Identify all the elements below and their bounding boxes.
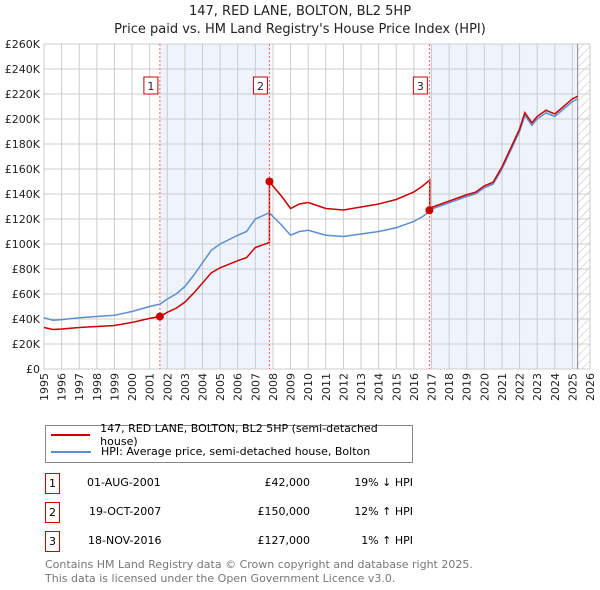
x-tick-label: 2013	[355, 373, 368, 401]
x-tick-label: 2001	[144, 373, 157, 401]
sale-point	[155, 312, 164, 321]
title-line: 147, RED LANE, BOLTON, BL2 5HP	[188, 4, 412, 19]
x-tick-label: 2006	[232, 373, 245, 401]
x-tick-label: 2019	[461, 373, 474, 401]
x-tick-label: 1998	[91, 373, 104, 401]
sale-label-box	[143, 76, 159, 95]
hpi-line	[43, 98, 578, 322]
y-tick-label: £60K	[12, 288, 41, 301]
y-tick-label: £140K	[5, 188, 41, 201]
x-tick-label: 2023	[531, 373, 544, 401]
x-tick-label: 2002	[161, 373, 174, 401]
x-tick-label: 2000	[126, 373, 139, 401]
chart-title: 147, RED LANE, BOLTON, BL2 5HP Price paid…	[0, 3, 600, 39]
footer: Contains HM Land Registry data © Crown c…	[45, 558, 473, 586]
sale-price: £150,000	[257, 505, 311, 518]
shaded-period	[159, 44, 270, 369]
y-tick-label: £260K	[5, 38, 41, 51]
sale-date: 18-NOV-2016	[88, 534, 162, 547]
x-tick-label: 2011	[320, 373, 333, 401]
x-tick-label: 1995	[38, 373, 51, 401]
sale-number: 2	[45, 502, 60, 523]
sale-label-box	[252, 76, 268, 95]
x-tick-label: 1997	[73, 373, 86, 401]
x-tick-label: 2005	[214, 373, 227, 401]
legend-item-hpi: HPI: Average price, semi-detached house,…	[51, 443, 412, 460]
footer-line: Contains HM Land Registry data © Crown c…	[45, 558, 473, 571]
y-tick-label: £120K	[5, 213, 41, 226]
shaded-period	[429, 44, 578, 369]
y-tick-label: £180K	[5, 138, 41, 151]
y-tick-label: £100K	[5, 238, 41, 251]
x-tick-label: 2021	[496, 373, 509, 401]
y-tick-label: £240K	[5, 63, 41, 76]
sale-point	[425, 206, 434, 215]
sale-price: £42,000	[264, 476, 311, 489]
x-tick-label: 1999	[108, 373, 121, 401]
property-price-line	[43, 95, 578, 331]
sale-label: 3	[417, 80, 424, 93]
y-tick-label: £40K	[12, 313, 41, 326]
red-line-swatch	[51, 433, 91, 436]
x-tick-label: 2016	[408, 373, 421, 401]
sale-label: 2	[257, 80, 264, 93]
forecast-hatch	[577, 44, 590, 369]
x-tick-label: 2020	[478, 373, 491, 401]
sale-number: 3	[45, 531, 60, 552]
x-tick-label: 2003	[179, 373, 192, 401]
legend-item-property: 147, RED LANE, BOLTON, BL2 5HP (semi-det…	[51, 422, 412, 448]
x-tick-label: 2007	[249, 373, 262, 401]
y-tick-label: £20K	[12, 338, 41, 351]
y-tick-label: £160K	[5, 163, 41, 176]
sale-date: 19-OCT-2007	[89, 505, 162, 518]
legend-label: HPI: Average price, semi-detached house,…	[101, 445, 371, 458]
x-tick-label: 2025	[566, 373, 579, 401]
sale-point	[265, 177, 274, 186]
x-tick-label: 2024	[549, 373, 562, 401]
sale-hpi: 12% ↑ HPI	[354, 505, 413, 518]
x-tick-label: 2008	[267, 373, 280, 401]
table-row: 2 19-OCT-2007 £150,000 12% ↑ HPI	[45, 502, 415, 523]
sale-number: 1	[45, 473, 60, 494]
sale-price: £127,000	[257, 534, 311, 547]
x-tick-label: 2022	[514, 373, 527, 401]
sale-hpi: 1% ↑ HPI	[361, 534, 413, 547]
sale-hpi: 19% ↓ HPI	[354, 476, 413, 489]
x-tick-label: 2017	[425, 373, 438, 401]
x-tick-label: 2010	[302, 373, 315, 401]
y-tick-label: £220K	[5, 88, 41, 101]
x-tick-label: 1996	[56, 373, 69, 401]
y-tick-label: £200K	[5, 113, 41, 126]
legend: 147, RED LANE, BOLTON, BL2 5HP (semi-det…	[45, 422, 413, 463]
y-tick-label: £80K	[12, 263, 41, 276]
x-tick-label: 2018	[443, 373, 456, 401]
table-row: 3 18-NOV-2016 £127,000 1% ↑ HPI	[45, 531, 415, 552]
x-tick-label: 2014	[373, 373, 386, 401]
x-tick-label: 2026	[584, 373, 597, 401]
x-tick-label: 2015	[390, 373, 403, 401]
sale-date: 01-AUG-2001	[87, 476, 161, 489]
table-row: 1 01-AUG-2001 £42,000 19% ↓ HPI	[45, 473, 415, 494]
sale-label: 1	[147, 80, 154, 93]
x-tick-label: 2009	[285, 373, 298, 401]
y-tick-label: £0	[26, 363, 40, 376]
chart: 1995 1996 1997 1998 1999 2000 2001 2002 2003 2004…	[5, 38, 597, 401]
x-tick-label: 2004	[197, 373, 210, 401]
footer-line: This data is licensed under the Open Gov…	[45, 572, 396, 585]
x-tick-label: 2012	[337, 373, 350, 401]
legend-label: 147, RED LANE, BOLTON, BL2 5HP (semi-det…	[100, 421, 378, 448]
blue-line-swatch	[51, 450, 91, 453]
sale-label-box	[412, 76, 428, 95]
subtitle-line: Price paid vs. HM Land Registry's House …	[114, 22, 486, 37]
